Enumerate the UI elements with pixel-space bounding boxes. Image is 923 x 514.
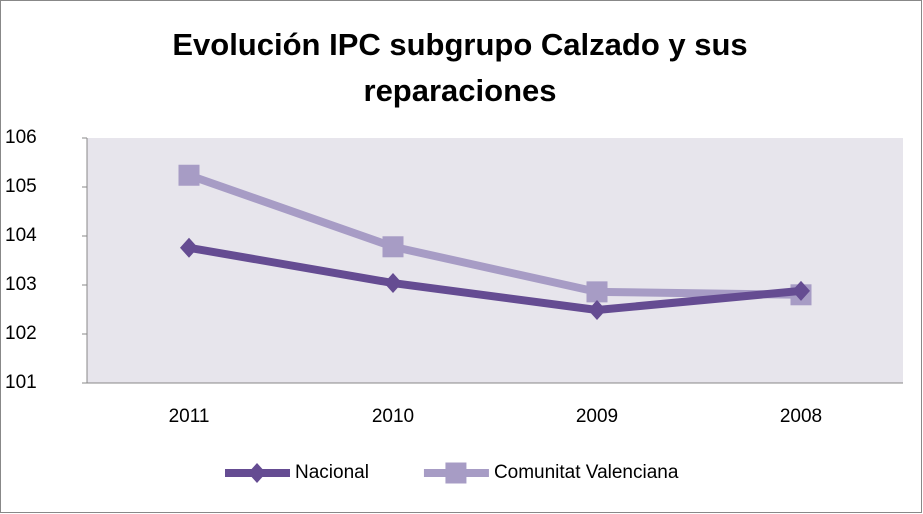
- y-tick-label: 106: [5, 127, 37, 148]
- marker: [792, 280, 810, 301]
- marker: [382, 236, 404, 258]
- x-tick-label: 2010: [372, 406, 414, 427]
- y-tick-label: 101: [5, 372, 37, 393]
- plot-area: [87, 138, 903, 383]
- marker: [178, 164, 200, 186]
- marker: [586, 281, 608, 303]
- marker: [384, 273, 402, 294]
- x-tick-label: 2008: [780, 406, 822, 427]
- legend-label: Comunitat Valenciana: [494, 462, 679, 483]
- x-tick-label: 2011: [169, 406, 210, 427]
- line: [188, 243, 802, 314]
- y-tick-label: 105: [5, 176, 37, 197]
- legend-label: Nacional: [295, 462, 369, 483]
- legend-marker: [248, 463, 266, 483]
- marker: [180, 237, 198, 258]
- marker: [588, 299, 606, 320]
- y-tick-label: 104: [5, 225, 37, 246]
- y-tick-label: 103: [5, 274, 37, 295]
- x-tick-label: 2009: [576, 406, 618, 427]
- line: [187, 171, 802, 299]
- chart-title: Evolución IPC subgrupo Calzado y sus rep…: [172, 27, 748, 108]
- y-tick-label: 102: [5, 323, 37, 344]
- legend-marker: [445, 462, 467, 484]
